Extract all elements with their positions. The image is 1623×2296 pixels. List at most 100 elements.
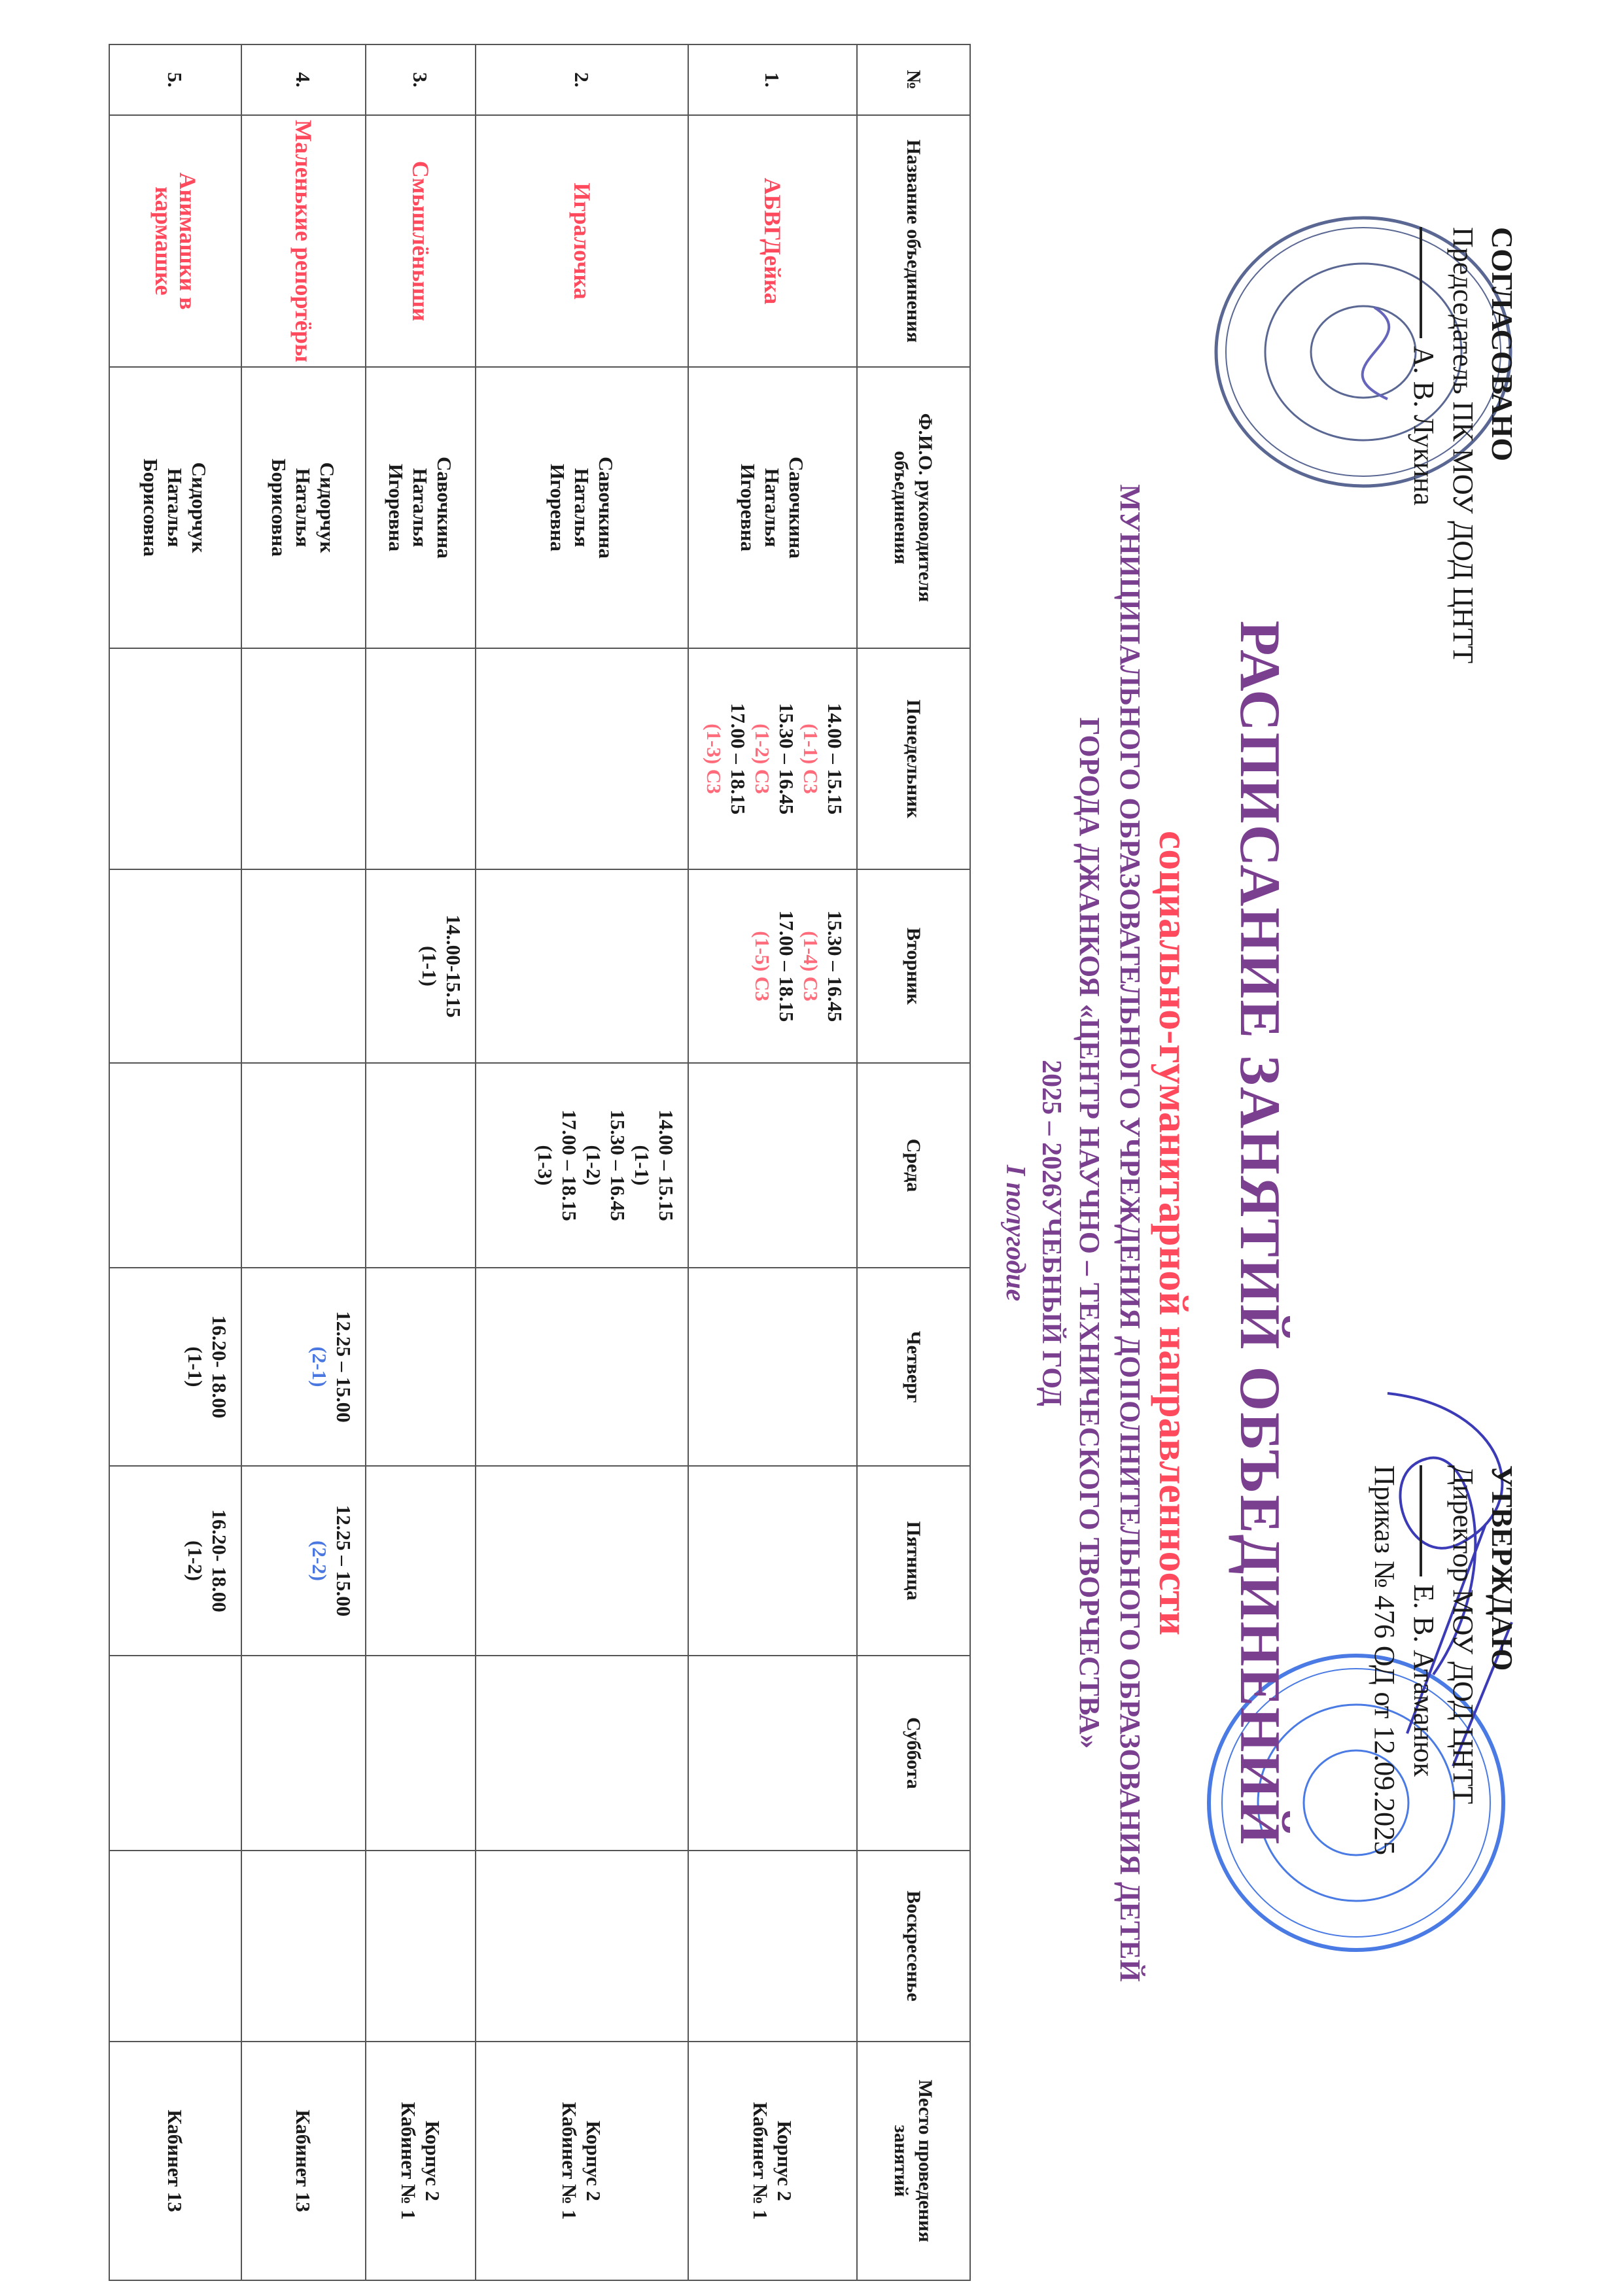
column-header: Четверг bbox=[857, 1268, 970, 1466]
leader-name-line: Наталья bbox=[164, 468, 187, 548]
row-number: 4. bbox=[241, 44, 366, 115]
venue-line: Корпус 2 bbox=[582, 2120, 606, 2202]
time-slot: (1-2) bbox=[184, 1540, 207, 1581]
schedule-cell-Пятница bbox=[688, 1466, 857, 1656]
schedule-cell-Понедельник bbox=[241, 648, 366, 869]
column-header: Понедельник bbox=[857, 648, 970, 869]
venue: Корпус 2 Кабинет № 1 bbox=[366, 2042, 476, 2280]
table-row: 1. АБВГДейка Савочкина Наталья Игоревна 14.00… bbox=[688, 44, 857, 2280]
time-slot: (1-2) bbox=[582, 1145, 605, 1186]
schedule-cell-Вторник: 15.30 – 16.45 (1-4) С3 17.00 – 18.15 (1-5) … bbox=[688, 869, 857, 1063]
time-slot: (1-1) bbox=[631, 1145, 654, 1186]
group-label: (2-2) bbox=[308, 1540, 331, 1581]
approval-right-name: Е. В. Атаманюк bbox=[1408, 1584, 1440, 1777]
schedule-cell-Среда bbox=[241, 1063, 366, 1268]
group-label: (2-1) bbox=[308, 1346, 331, 1387]
approval-left: СОГЛАСОВАНО Председатель ПК МОУ ДОД ЦНТТ… bbox=[1404, 227, 1522, 663]
venue: Кабинет 13 bbox=[241, 2042, 366, 2280]
academic-year: 2025 – 2026УЧЕБНЫЙ ГОД bbox=[1036, 1060, 1066, 1406]
time-slot: 16.20- 18.00 bbox=[208, 1509, 231, 1612]
time-slot: 17.00 – 18.15 bbox=[727, 703, 750, 815]
schedule-cell-Суббота bbox=[241, 1656, 366, 1851]
leader-name-line: Савочкина bbox=[433, 457, 457, 559]
schedule-cell-Понедельник bbox=[109, 648, 241, 869]
time-slot: (1-1) bbox=[418, 946, 441, 986]
leader-name: Сидорчук Наталья Борисовна bbox=[109, 367, 241, 648]
org-line-2: ГОРОДА ДЖАНКОЯ «ЦЕНТР НАУЧНО – ТЕХНИЧЕСК… bbox=[1073, 717, 1106, 1749]
schedule-cell-Пятница bbox=[366, 1466, 476, 1656]
schedule-cell-Среда bbox=[109, 1063, 241, 1268]
schedule-cell-Понедельник: 14.00 – 15.15 (1-1) С3 15.30 – 16.45 (1-2) … bbox=[688, 648, 857, 869]
schedule-cell-Среда bbox=[366, 1063, 476, 1268]
union-stamp bbox=[1214, 216, 1512, 488]
column-header: Воскресенье bbox=[857, 1851, 970, 2042]
page-title: РАСПИСАНИЕ ЗАНЯТИЙ ОБЪЕДИНЕНИЙ bbox=[1228, 620, 1291, 1846]
schedule-cell-Четверг bbox=[688, 1268, 857, 1466]
club-name: Маленькие репортёры bbox=[241, 115, 366, 367]
schedule-table: № Название объединения Ф.И.О. руководителя… bbox=[109, 44, 971, 2281]
venue-line: Кабинет № 1 bbox=[558, 2102, 582, 2220]
schedule-cell-Четверг: 12.25 – 15.00 (2-1) bbox=[241, 1268, 366, 1466]
time-slot: 17.00 – 18.15 bbox=[775, 910, 798, 1022]
schedule-cell-Воскресенье bbox=[241, 1851, 366, 2042]
schedule-cell-Пятница: 12.25 – 15.00 (2-2) bbox=[241, 1466, 366, 1656]
leader-name-line: Игоревна bbox=[385, 463, 408, 552]
venue: Корпус 2 Кабинет № 1 bbox=[688, 2042, 857, 2280]
approval-right-order: Приказ № 476 ОД от 12.09.2025 bbox=[1369, 1465, 1401, 1856]
schedule-cell-Воскресенье bbox=[109, 1851, 241, 2042]
venue-line: Корпус 2 bbox=[773, 2120, 796, 2202]
approval-left-name: А. В. Лукина bbox=[1408, 346, 1440, 506]
time-slot: 12.25 – 15.00 bbox=[332, 1311, 355, 1423]
leader-name-line: Сидорчук bbox=[188, 462, 211, 553]
column-header: Ф.И.О. руководителя объединения bbox=[857, 367, 970, 648]
schedule-cell-Четверг bbox=[476, 1268, 688, 1466]
venue-line: Кабинет 13 bbox=[164, 2110, 187, 2212]
approval-right: УТВЕРЖДАЮ Директор МОУ ДОД ЦНТТ Е. В. Ат… bbox=[1365, 1465, 1522, 1855]
schedule-cell-Вторник bbox=[241, 869, 366, 1063]
group-label: (1-1) С3 bbox=[799, 723, 822, 794]
column-header: Суббота bbox=[857, 1656, 970, 1851]
group-label: (1-4) С3 bbox=[799, 931, 822, 1001]
time-slot: (1-1) bbox=[184, 1346, 207, 1387]
schedule-cell-Четверг: 16.20- 18.00 (1-1) bbox=[109, 1268, 241, 1466]
schedule-cell-Суббота bbox=[109, 1656, 241, 1851]
time-slot: 14.00 – 15.15 bbox=[655, 1109, 678, 1221]
row-number: 3. bbox=[366, 44, 476, 115]
leader-name-line: Игоревна bbox=[546, 463, 569, 552]
approval-left-position: Председатель ПК МОУ ДОД ЦНТТ bbox=[1447, 227, 1479, 664]
venue: Кабинет 13 bbox=[109, 2042, 241, 2280]
time-slot: 14..00-15.15 bbox=[442, 914, 465, 1018]
venue-line: Кабинет № 1 bbox=[397, 2102, 420, 2220]
time-slot: 15.30 – 16.45 bbox=[775, 703, 798, 815]
club-name: Игралочка bbox=[476, 115, 688, 367]
venue-line: Кабинет 13 bbox=[292, 2110, 315, 2212]
approval-right-heading: УТВЕРЖДАЮ bbox=[1486, 1465, 1519, 1671]
director-signature bbox=[1387, 1392, 1513, 1767]
table-row: 4. Маленькие репортёры Сидорчук Наталья Бори… bbox=[241, 44, 366, 2280]
venue-line: Корпус 2 bbox=[421, 2120, 444, 2202]
club-name: АБВГДейка bbox=[688, 115, 857, 367]
schedule-cell-Воскресенье bbox=[366, 1851, 476, 2042]
schedule-cell-Воскресенье bbox=[688, 1851, 857, 2042]
column-header: Место проведения занятий bbox=[857, 2042, 970, 2280]
approval-right-position: Директор МОУ ДОД ЦНТТ bbox=[1447, 1465, 1479, 1805]
table-row: 3. Смышлёныши Савочкина Наталья Игоревна 14..… bbox=[366, 44, 476, 2280]
schedule-cell-Вторник bbox=[476, 869, 688, 1063]
group-label: (1-2) С3 bbox=[751, 723, 774, 794]
schedule-cell-Вторник: 14..00-15.15 (1-1) bbox=[366, 869, 476, 1063]
column-header: Среда bbox=[857, 1063, 970, 1268]
semester: I полугодие bbox=[1000, 1164, 1030, 1302]
column-header: № bbox=[857, 44, 970, 115]
table-row: 2. Игралочка Савочкина Наталья Игоревна 14.00… bbox=[476, 44, 688, 2280]
club-name: Смышлёныши bbox=[366, 115, 476, 367]
schedule-cell-Воскресенье bbox=[476, 1851, 688, 2042]
leader-name: Савочкина Наталья Игоревна bbox=[688, 367, 857, 648]
leader-name-line: Савочкина bbox=[595, 457, 618, 559]
venue-line: Кабинет № 1 bbox=[749, 2102, 772, 2220]
schedule-cell-Четверг bbox=[366, 1268, 476, 1466]
club-name: Анимашки в кармашке bbox=[109, 115, 241, 367]
time-slot: 16.20- 18.00 bbox=[208, 1315, 231, 1419]
signature-line bbox=[1420, 227, 1423, 338]
